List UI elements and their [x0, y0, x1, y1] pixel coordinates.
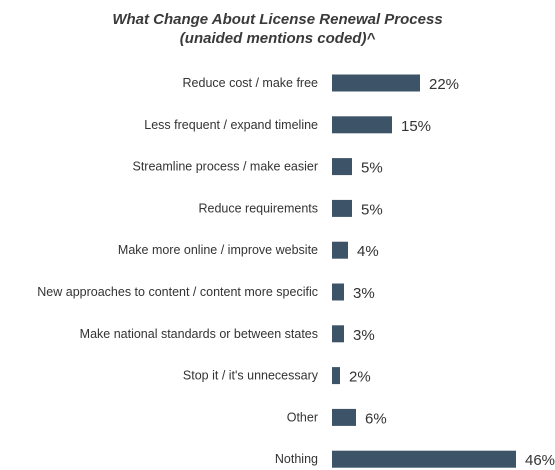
category-label: Stop it / it's unnecessary	[183, 369, 319, 383]
data-label: 46%	[525, 452, 555, 469]
category-label: Less frequent / expand timeline	[144, 118, 318, 132]
bar	[332, 158, 352, 176]
bar	[332, 450, 516, 468]
bar	[332, 74, 420, 92]
category-label: Nothing	[275, 452, 318, 466]
bar	[332, 199, 352, 217]
bar	[332, 116, 392, 134]
category-label: Reduce cost / make free	[183, 76, 319, 90]
bar	[332, 325, 344, 343]
bar	[332, 283, 344, 301]
category-label: Make national standards or between state…	[80, 327, 318, 341]
category-label: New approaches to content / content more…	[37, 285, 318, 299]
data-label: 4%	[357, 243, 379, 260]
data-label: 5%	[361, 201, 383, 218]
bar	[332, 367, 340, 385]
data-label: 3%	[353, 327, 375, 344]
data-label: 6%	[365, 410, 387, 427]
chart-title-line-2: (unaided mentions coded)^	[179, 30, 376, 47]
category-label: Make more online / improve website	[118, 243, 318, 257]
category-label: Streamline process / make easier	[133, 160, 319, 174]
data-label: 3%	[353, 285, 375, 302]
data-label: 22%	[429, 76, 459, 93]
chart-title-line-1: What Change About License Renewal Proces…	[112, 11, 443, 28]
category-label: Other	[287, 410, 318, 424]
bar	[332, 241, 348, 259]
data-label: 2%	[349, 369, 371, 386]
bar	[332, 408, 356, 426]
data-label: 5%	[361, 160, 383, 177]
category-label: Reduce requirements	[198, 201, 318, 215]
data-label: 15%	[401, 118, 431, 135]
